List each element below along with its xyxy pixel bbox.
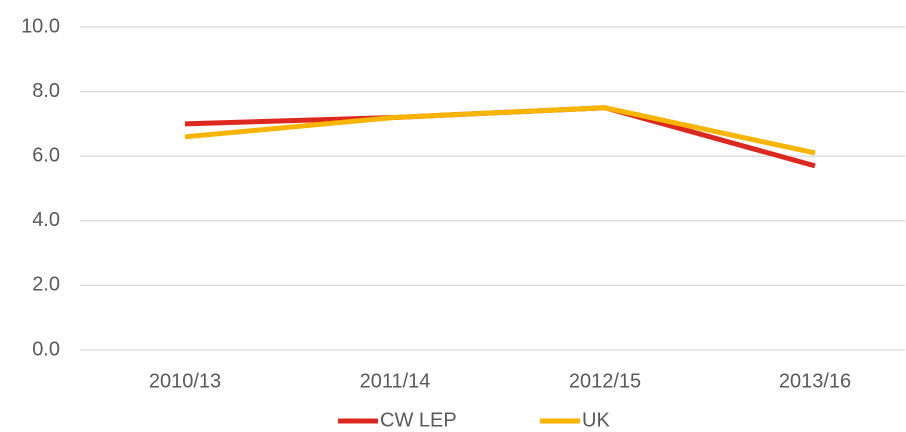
y-tick-label: 4.0 [32, 209, 60, 231]
legend-label: UK [582, 409, 610, 431]
y-tick-label: 6.0 [32, 144, 60, 166]
x-tick-label: 2012/15 [569, 370, 641, 392]
y-tick-label: 10.0 [21, 15, 60, 37]
y-tick-label: 2.0 [32, 274, 60, 296]
y-tick-label: 8.0 [32, 80, 60, 102]
x-tick-label: 2011/14 [360, 370, 431, 392]
y-tick-label: 0.0 [32, 338, 60, 360]
x-tick-label: 2013/16 [779, 370, 851, 392]
legend-label: CW LEP [380, 409, 457, 431]
series-line [184, 105, 816, 169]
series-line [184, 105, 816, 156]
x-tick-label: 2010/13 [149, 370, 221, 392]
